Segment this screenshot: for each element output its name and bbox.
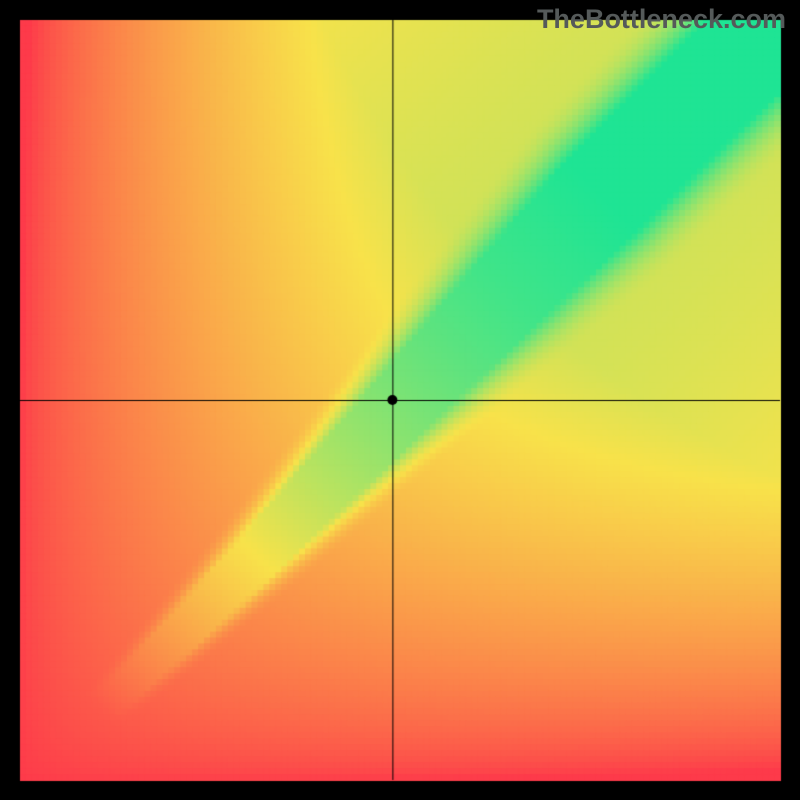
watermark-text: TheBottleneck.com bbox=[537, 4, 786, 35]
bottleneck-heatmap bbox=[0, 0, 800, 800]
